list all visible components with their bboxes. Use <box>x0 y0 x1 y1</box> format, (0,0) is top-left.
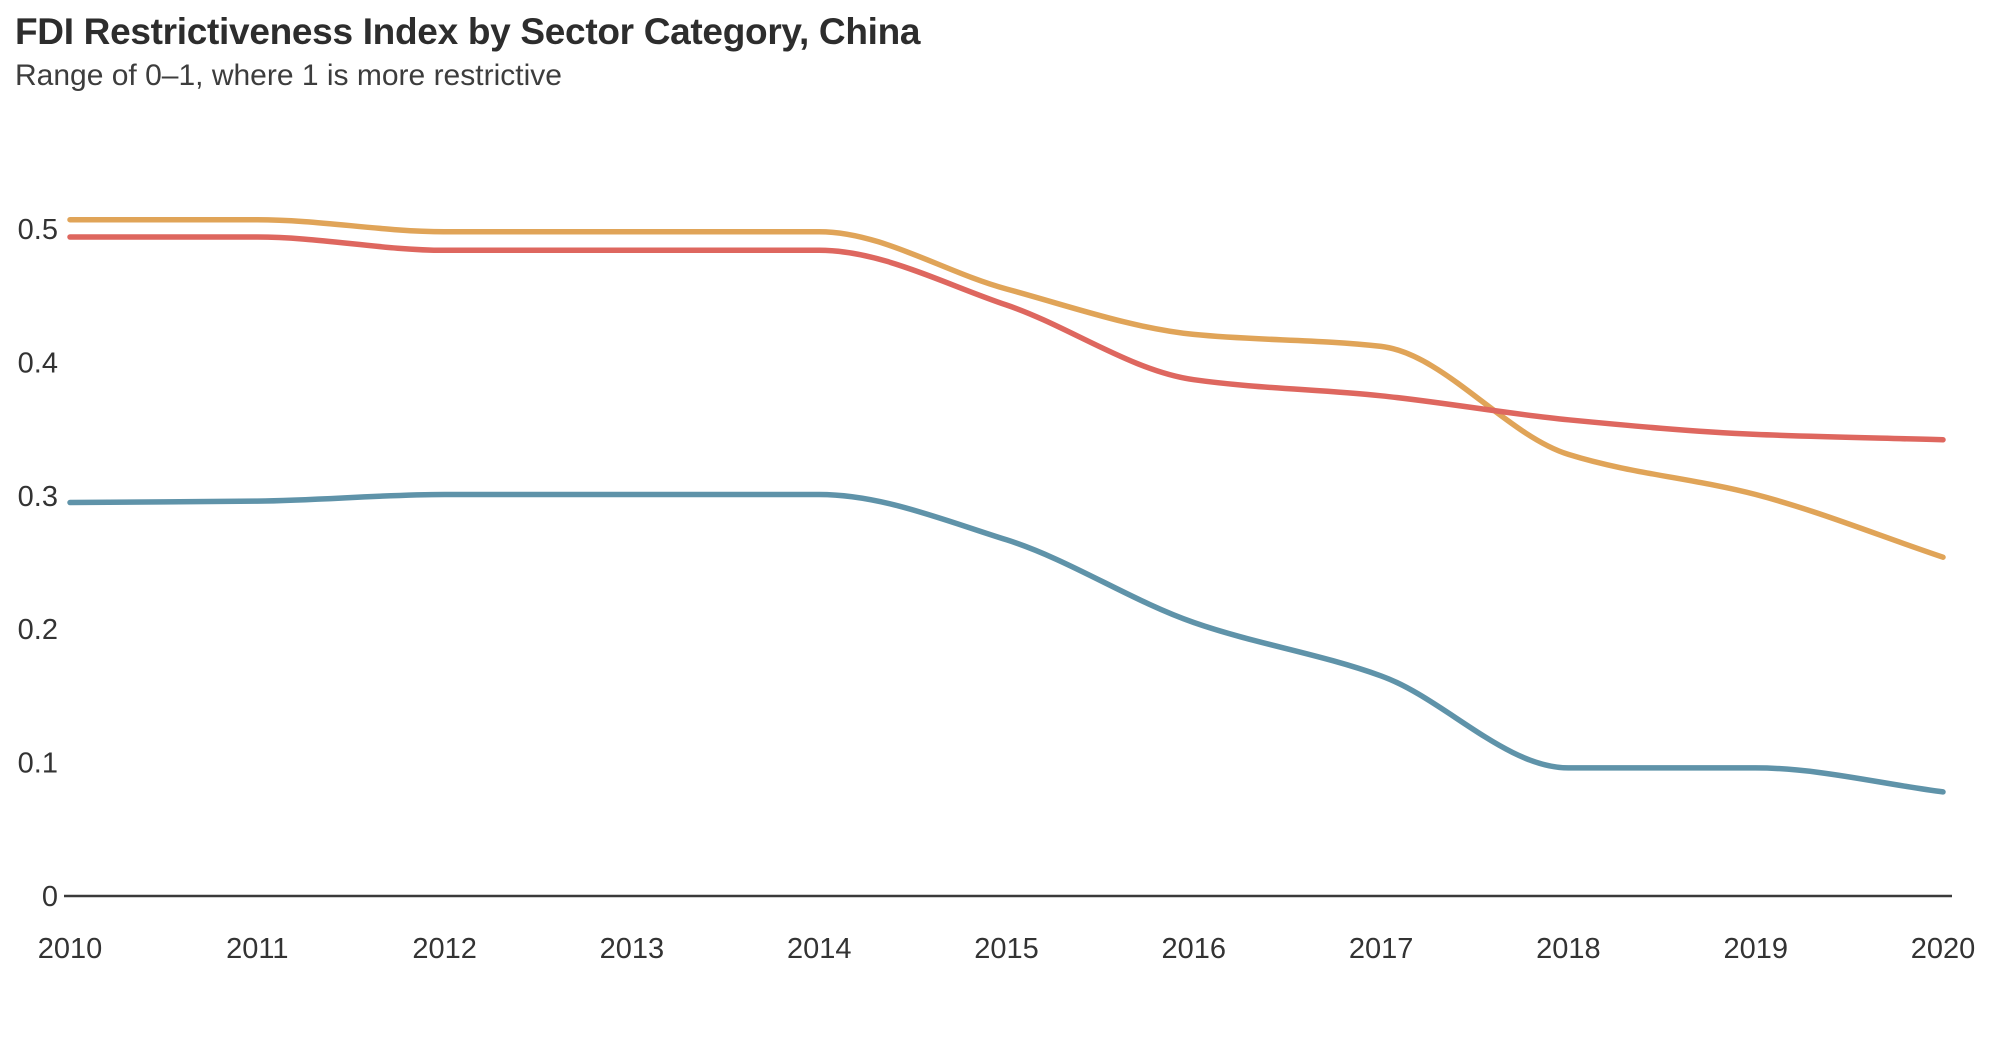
y-tick-label: 0.4 <box>18 347 58 379</box>
x-tick-label: 2010 <box>38 933 103 965</box>
y-tick-label: 0.3 <box>18 481 58 513</box>
y-tick-label: 0.5 <box>18 214 58 246</box>
x-tick-label: 2014 <box>787 933 852 965</box>
series-red-line <box>67 234 1946 443</box>
chart-title: FDI Restrictiveness Index by Sector Cate… <box>15 11 921 52</box>
y-tick-label: 0.2 <box>18 614 58 646</box>
x-tick-label: 2015 <box>974 933 1039 965</box>
x-tick-label: 2011 <box>226 933 288 965</box>
x-tick-label: 2018 <box>1536 933 1601 965</box>
series-orange-line <box>67 216 1946 560</box>
x-tick-label: 2019 <box>1723 933 1788 965</box>
y-tick-label: 0.1 <box>18 748 58 780</box>
x-tick-label: 2020 <box>1911 933 1976 965</box>
chart-subtitle: Range of 0–1, where 1 is more restrictiv… <box>15 59 562 93</box>
x-tick-label: 2012 <box>412 933 477 965</box>
series-blue-line <box>67 491 1946 795</box>
chart-header: FDI Restrictiveness Index by Sector Cate… <box>15 10 1975 94</box>
x-tick-label: 2013 <box>600 933 665 965</box>
x-tick-label: 2017 <box>1349 933 1414 965</box>
x-tick-label: 2016 <box>1162 933 1227 965</box>
y-tick-label: 0 <box>42 881 58 913</box>
